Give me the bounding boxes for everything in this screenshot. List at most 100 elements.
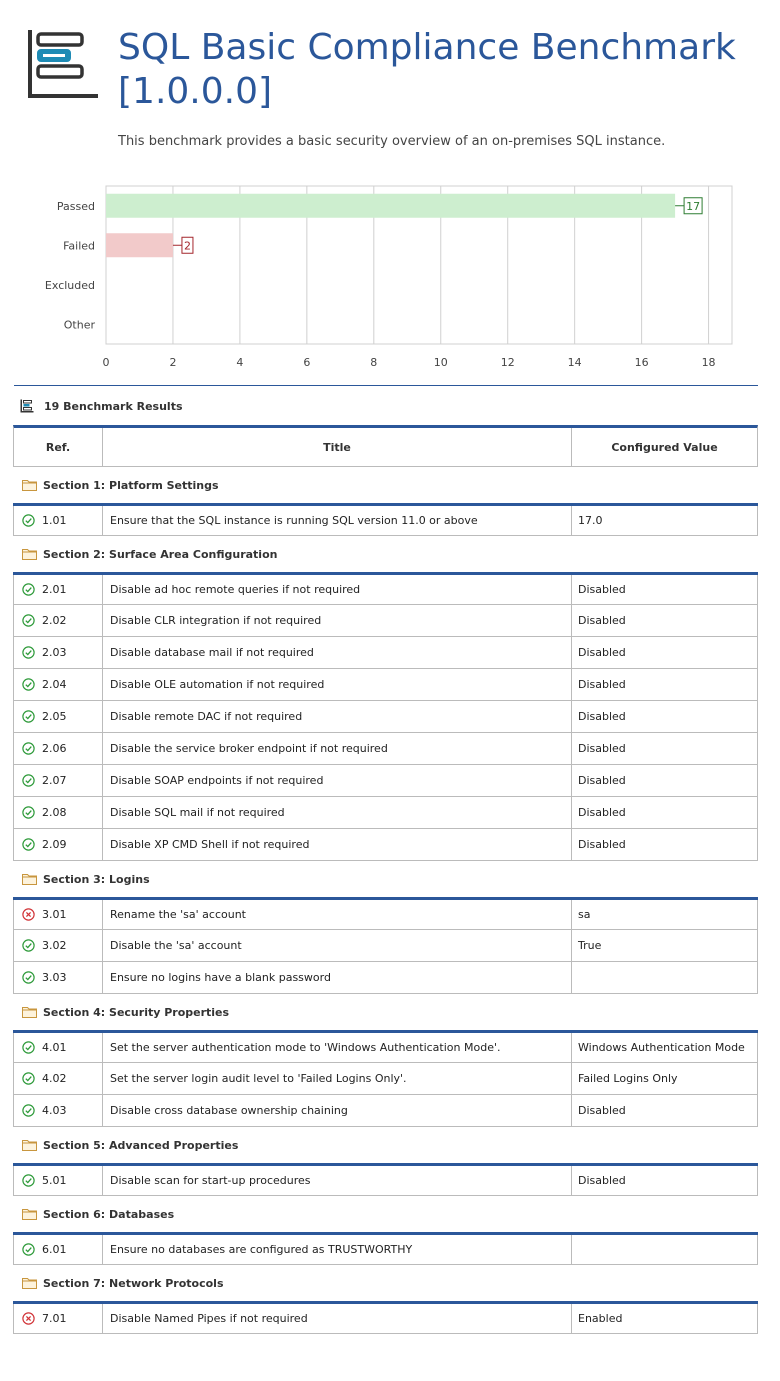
section-header[interactable]: Section 4: Security Properties <box>13 994 758 1030</box>
x-tick-label: 8 <box>370 356 377 369</box>
ref-value: 3.02 <box>42 939 67 952</box>
column-header-ref[interactable]: Ref. <box>14 428 103 466</box>
data-label-box <box>181 236 194 254</box>
x-tick-label: 16 <box>635 356 649 369</box>
section-header[interactable]: Section 5: Advanced Properties <box>13 1127 758 1163</box>
ref-cell: 2.03 <box>14 637 103 668</box>
results-bar-chart: 0 2 4 6 8 10 12 14 16 18 Passed 17 Failed 2 Excluded Ot… <box>45 185 733 369</box>
data-label: 17 <box>686 200 700 213</box>
title-cell: Set the server authentication mode to 'W… <box>103 1033 572 1062</box>
table-row[interactable]: 7.01 Disable Named Pipes if not required E… <box>13 1304 758 1334</box>
table-row[interactable]: 2.09 Disable XP CMD Shell if not required… <box>13 829 758 861</box>
table-row[interactable]: 4.01 Set the server authentication mode t… <box>13 1033 758 1063</box>
table-row[interactable]: 2.07 Disable SOAP endpoints if not requir… <box>13 765 758 797</box>
rule-title: Disable the 'sa' account <box>110 939 242 952</box>
category-label: Passed <box>57 200 95 213</box>
bar <box>106 233 173 258</box>
rule-title: Disable scan for start-up procedures <box>110 1174 311 1187</box>
table-row[interactable]: 2.06 Disable the service broker endpoint … <box>13 733 758 765</box>
title-cell: Disable cross database ownership chainin… <box>103 1095 572 1126</box>
x-tick-label: 18 <box>702 356 716 369</box>
section-header[interactable]: Section 6: Databases <box>13 1196 758 1232</box>
folder-icon <box>22 1140 37 1151</box>
column-header-title[interactable]: Title <box>103 428 572 466</box>
ref-value: 5.01 <box>42 1174 67 1187</box>
passed-check-icon <box>22 583 35 596</box>
ref-value: 6.01 <box>42 1243 67 1256</box>
table-row[interactable]: 5.01 Disable scan for start-up procedures… <box>13 1166 758 1196</box>
title-cell: Disable the service broker endpoint if n… <box>103 733 572 764</box>
configured-value-cell: Disabled <box>572 829 757 860</box>
ref-value: 4.01 <box>42 1041 67 1054</box>
column-header-configured-value[interactable]: Configured Value <box>611 440 718 454</box>
ref-cell: 2.06 <box>14 733 103 764</box>
table-header: Ref. Title Configured Value <box>13 425 758 467</box>
rule-title: Ensure that the SQL instance is running … <box>110 514 478 527</box>
table-row[interactable]: 4.03 Disable cross database ownership cha… <box>13 1095 758 1127</box>
table-row[interactable]: 3.03 Ensure no logins have a blank passwo… <box>13 962 758 994</box>
category-label: Other <box>64 318 96 331</box>
table-row[interactable]: 3.01 Rename the 'sa' account sa <box>13 900 758 930</box>
passed-check-icon <box>22 939 35 952</box>
title-cell: Ensure no databases are configured as TR… <box>103 1235 572 1264</box>
configured-value-cell: Disabled <box>572 701 757 732</box>
configured-value: 17.0 <box>578 514 603 527</box>
table-row[interactable]: 2.01 Disable ad hoc remote queries if not… <box>13 575 758 605</box>
table-row[interactable]: 2.03 Disable database mail if not require… <box>13 637 758 669</box>
section-label: Section 1: Platform Settings <box>43 478 219 492</box>
bar <box>106 193 676 218</box>
table-row[interactable]: 6.01 Ensure no databases are configured a… <box>13 1235 758 1265</box>
passed-check-icon <box>22 678 35 691</box>
table-row[interactable]: 2.02 Disable CLR integration if not requi… <box>13 605 758 637</box>
title-cell: Disable XP CMD Shell if not required <box>103 829 572 860</box>
x-tick-label: 6 <box>303 356 310 369</box>
configured-value-cell: Disabled <box>572 765 757 796</box>
section-header[interactable]: Section 2: Surface Area Configuration <box>13 536 758 572</box>
configured-value-cell: Disabled <box>572 637 757 668</box>
table-row[interactable]: 4.02 Set the server login audit level to … <box>13 1063 758 1095</box>
ref-value: 2.07 <box>42 774 67 787</box>
ref-cell: 2.05 <box>14 701 103 732</box>
configured-value: Disabled <box>578 1174 626 1187</box>
results-heading: 19 Benchmark Results <box>20 397 183 415</box>
configured-value: Disabled <box>578 774 626 787</box>
ref-cell: 1.01 <box>14 506 103 535</box>
title-cell: Ensure no logins have a blank password <box>103 962 572 993</box>
results-chart: 0 2 4 6 8 10 12 14 16 18 Passed 17 Failed 2 Excluded Ot… <box>0 180 780 375</box>
plot-area <box>105 185 733 345</box>
ref-value: 3.01 <box>42 908 67 921</box>
table-row[interactable]: 3.02 Disable the 'sa' account True <box>13 930 758 962</box>
ref-value: 1.01 <box>42 514 67 527</box>
ref-cell: 3.01 <box>14 900 103 929</box>
title-cell: Disable the 'sa' account <box>103 930 572 961</box>
x-tick-label: 12 <box>501 356 515 369</box>
title-cell: Disable database mail if not required <box>103 637 572 668</box>
passed-check-icon <box>22 614 35 627</box>
passed-check-icon <box>22 646 35 659</box>
table-row[interactable]: 1.01 Ensure that the SQL instance is runn… <box>13 506 758 536</box>
passed-check-icon <box>22 1104 35 1117</box>
title-cell: Disable scan for start-up procedures <box>103 1166 572 1195</box>
rule-title: Disable XP CMD Shell if not required <box>110 838 310 851</box>
table-row[interactable]: 2.08 Disable SQL mail if not required Disa… <box>13 797 758 829</box>
ref-value: 4.02 <box>42 1072 67 1085</box>
folder-icon <box>22 1007 37 1018</box>
page-subtitle: This benchmark provides a basic security… <box>118 134 666 149</box>
table-row[interactable]: 2.05 Disable remote DAC if not required Di… <box>13 701 758 733</box>
passed-check-icon <box>22 1072 35 1085</box>
title-cell: Disable SOAP endpoints if not required <box>103 765 572 796</box>
table-row[interactable]: 2.04 Disable OLE automation if not requir… <box>13 669 758 701</box>
section-header[interactable]: Section 3: Logins <box>13 861 758 897</box>
ref-cell: 2.04 <box>14 669 103 700</box>
rule-title: Set the server authentication mode to 'W… <box>110 1041 501 1054</box>
section-rows: 3.01 Rename the 'sa' account sa 3.02 Disable… <box>13 897 758 994</box>
section-header[interactable]: Section 7: Network Protocols <box>13 1265 758 1301</box>
rule-title: Disable remote DAC if not required <box>110 710 303 723</box>
ref-cell: 4.02 <box>14 1063 103 1094</box>
rule-title: Ensure no logins have a blank password <box>110 971 331 984</box>
report-header: SQL Basic Compliance Benchmark [1.0.0.0]… <box>0 0 780 170</box>
section-header[interactable]: Section 1: Platform Settings <box>13 467 758 503</box>
folder-icon <box>22 1278 37 1289</box>
results-count-label: 19 Benchmark Results <box>44 399 183 413</box>
benchmark-logo-icon <box>28 30 98 98</box>
